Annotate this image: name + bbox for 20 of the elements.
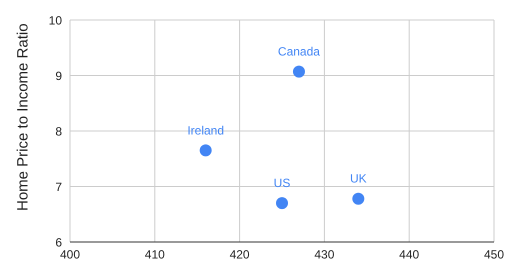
annotation: US (274, 176, 290, 190)
y-tick-label: 6 (55, 235, 62, 250)
x-tick-label: 450 (484, 248, 504, 262)
x-tick-label: 440 (399, 248, 420, 262)
y-tick-label: 10 (48, 13, 62, 28)
annotation: UK (350, 172, 367, 186)
y-tick-label: 9 (55, 68, 62, 83)
x-tick-label: 400 (60, 248, 80, 262)
y-axis-title: Home Price to Income Ratio (14, 23, 32, 211)
point (292, 66, 305, 78)
point (200, 144, 212, 156)
point (276, 197, 288, 210)
x-tick-label: 430 (314, 248, 335, 262)
point (352, 192, 364, 205)
x-tick-label: 410 (144, 248, 166, 262)
annotation: Canada (278, 44, 320, 59)
y-tick-label: 7 (55, 180, 62, 194)
annotation: Ireland (187, 123, 224, 138)
y-tick-label: 8 (55, 124, 62, 138)
x-tick-label: 420 (230, 248, 250, 262)
